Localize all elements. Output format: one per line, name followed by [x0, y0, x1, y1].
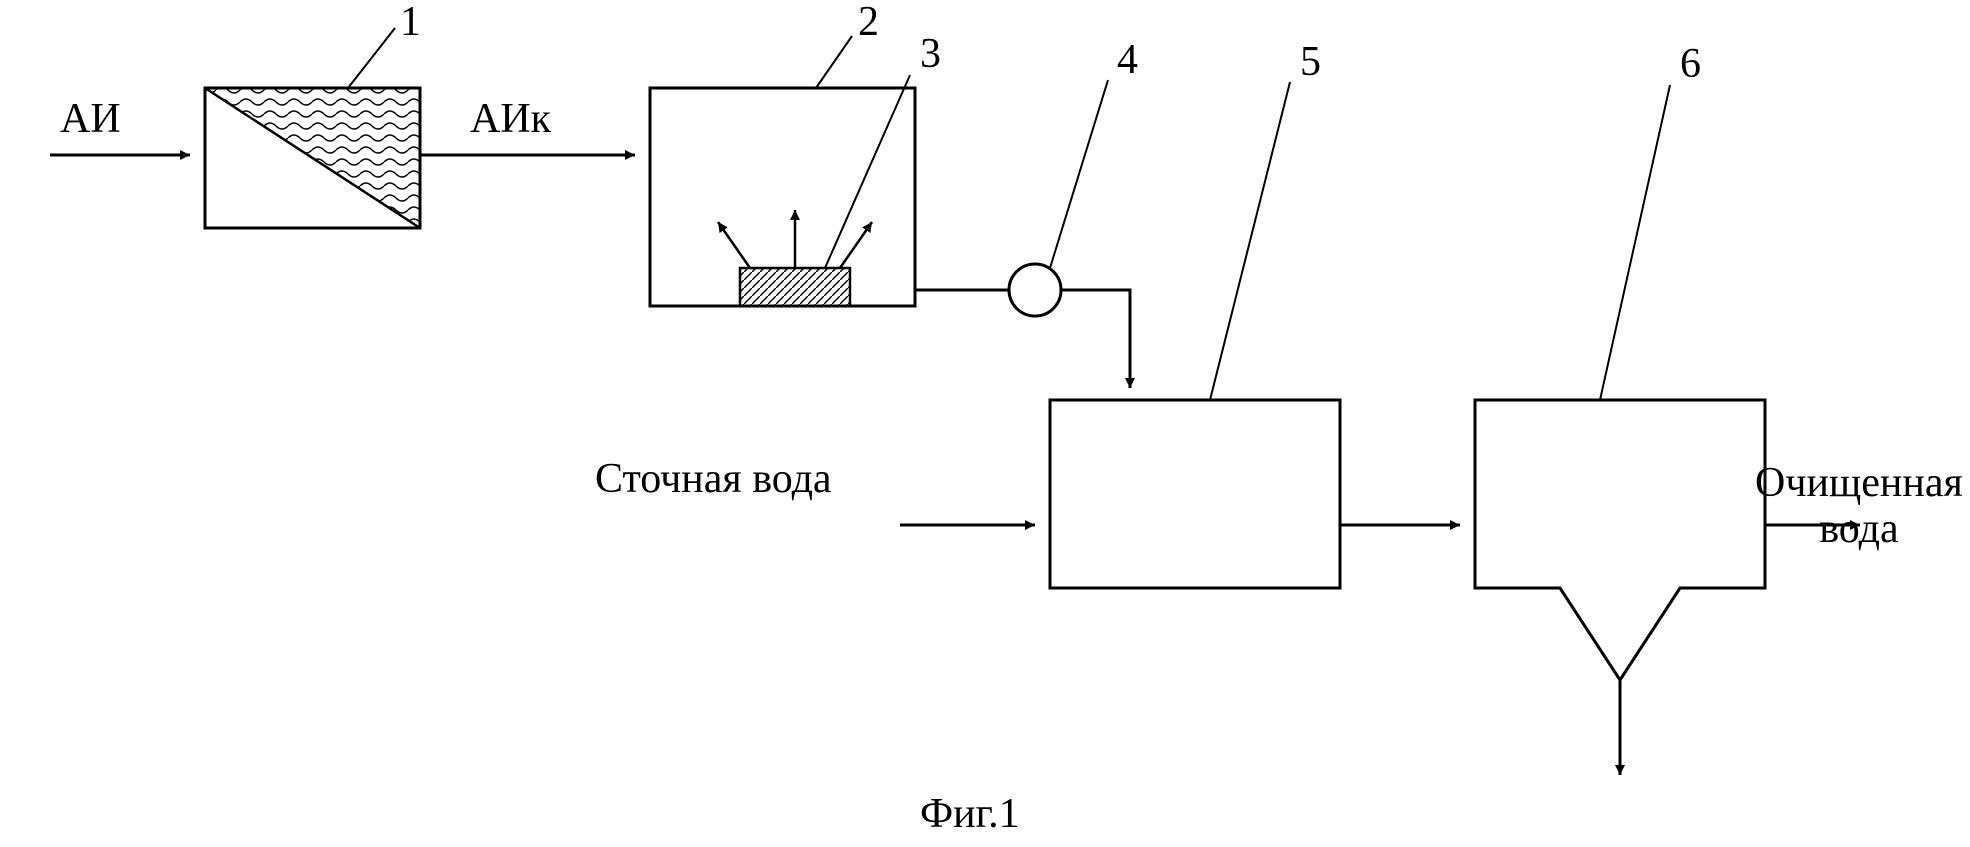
block-5	[1050, 400, 1340, 588]
leader-6	[1600, 85, 1670, 400]
num-6: 6	[1680, 40, 1701, 88]
leader-4	[1050, 80, 1108, 268]
label-aik: АИк	[470, 95, 551, 143]
leader-5	[1210, 82, 1290, 400]
block-3	[740, 268, 850, 306]
pump-4	[1009, 264, 1061, 316]
label-ochishchennaya-l1: Очищенная	[1755, 460, 1963, 506]
label-ochishchennaya: Очищенная вода	[1755, 460, 1963, 552]
label-ai: АИ	[60, 95, 121, 143]
label-ochishchennaya-l2: вода	[1755, 506, 1963, 552]
num-1: 1	[400, 0, 421, 46]
leader-1	[348, 28, 395, 88]
line-4-to-5	[1061, 290, 1130, 388]
block-6	[1475, 400, 1765, 680]
process-flow-diagram	[0, 0, 1970, 847]
num-5: 5	[1300, 38, 1321, 86]
num-3: 3	[920, 30, 941, 78]
num-4: 4	[1117, 36, 1138, 84]
figure-caption: Фиг.1	[920, 790, 1020, 838]
label-stochnaya: Сточная вода	[595, 455, 832, 503]
leader-2	[816, 36, 852, 88]
num-2: 2	[858, 0, 879, 46]
